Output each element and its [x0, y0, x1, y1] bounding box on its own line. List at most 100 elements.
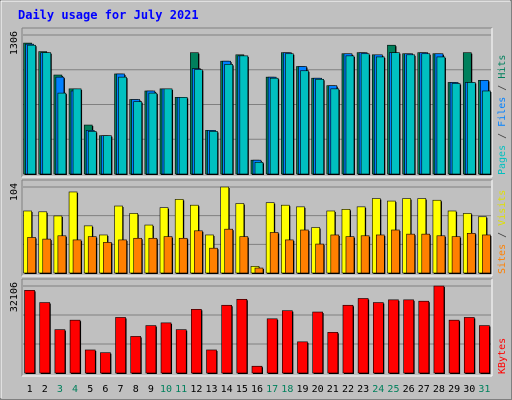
legend-entry: Hits — [497, 55, 508, 79]
bar-sites-day-9 — [148, 237, 158, 274]
bar-pages-day-8 — [133, 101, 143, 175]
x-tick-label-day-24: 24 — [372, 384, 384, 395]
bar-sites-day-17 — [269, 232, 279, 274]
x-tick-label-day-19: 19 — [296, 384, 308, 395]
legend-entry: / — [497, 127, 508, 145]
bar-kbytes-day-20 — [312, 311, 323, 374]
bar-kbytes-day-28 — [433, 285, 445, 374]
bar-pages-day-18 — [285, 53, 294, 175]
bar-sites-day-21 — [330, 234, 340, 274]
bar-kbytes-day-12 — [191, 309, 202, 374]
bar-sites-day-18 — [285, 239, 294, 274]
x-tick-label-day-27: 27 — [418, 384, 430, 395]
bar-kbytes-day-7 — [115, 317, 126, 374]
x-tick-label-day-25: 25 — [387, 384, 399, 395]
x-tick-label-day-30: 30 — [463, 384, 475, 395]
bar-pages-day-11 — [178, 97, 188, 175]
bar-sites-day-3 — [57, 235, 67, 274]
bar-sites-day-31 — [482, 234, 491, 274]
bar-kbytes-day-5 — [84, 349, 96, 374]
x-axis-labels: 1 2 3 4 5 6 7 8 9 10 11 12 13 14 15 16 17 18 19 20 21 22 23 24 2… — [27, 384, 491, 395]
bar-pages-day-17 — [269, 77, 279, 175]
bar-kbytes-day-27 — [418, 300, 430, 374]
bar-kbytes-day-31 — [479, 325, 490, 374]
legend-entry: Visits — [497, 190, 508, 226]
bar-kbytes-day-15 — [236, 298, 248, 374]
bar-kbytes-day-22 — [342, 304, 354, 374]
bar-kbytes-day-18 — [282, 310, 293, 374]
bar-pages-day-3 — [57, 92, 67, 175]
bar-kbytes-day-14 — [221, 304, 232, 374]
bar-kbytes-day-16 — [251, 365, 263, 374]
x-tick-label-day-17: 17 — [266, 384, 278, 395]
x-tick-label-day-15: 15 — [236, 384, 248, 395]
bar-kbytes-day-26 — [403, 299, 414, 374]
legend-entry: / — [497, 226, 508, 244]
bar-pages-day-24 — [375, 56, 385, 175]
bar-sites-day-12 — [194, 230, 203, 274]
bar-sites-day-24 — [375, 234, 385, 274]
x-tick-label-day-29: 29 — [448, 384, 460, 395]
bar-sites-day-19 — [300, 229, 309, 274]
bar-pages-day-21 — [330, 88, 340, 175]
x-tick-label-day-16: 16 — [251, 384, 263, 395]
bar-kbytes-day-2 — [39, 302, 51, 374]
legend-entry: Pages — [497, 145, 508, 175]
bar-sites-day-13 — [209, 247, 218, 274]
bar-pages-day-26 — [406, 54, 415, 175]
bar-pages-day-6 — [103, 135, 112, 175]
legend-visits: Sites / Visits — [497, 190, 508, 274]
bar-kbytes-day-21 — [327, 332, 339, 374]
x-tick-label-day-22: 22 — [342, 384, 354, 395]
bar-pages-day-5 — [87, 131, 97, 175]
bar-sites-day-8 — [133, 237, 143, 274]
x-tick-label-day-14: 14 — [221, 384, 233, 395]
x-tick-label-day-13: 13 — [205, 384, 217, 395]
x-tick-label-day-1: 1 — [27, 384, 33, 395]
bar-pages-day-2 — [42, 52, 52, 175]
legend-entry: Files — [497, 97, 508, 127]
bar-kbytes-day-3 — [54, 329, 66, 374]
bar-sites-day-20 — [315, 243, 324, 274]
bar-pages-day-16 — [254, 161, 264, 175]
bar-sites-day-2 — [42, 238, 52, 274]
bar-pages-day-1 — [27, 44, 36, 175]
bar-sites-day-28 — [436, 235, 446, 274]
bar-sites-day-25 — [391, 229, 400, 274]
bar-pages-day-29 — [451, 83, 461, 175]
y-axis-max-label: 32106 — [9, 282, 20, 312]
legend-kbytes: KBytes — [497, 338, 508, 374]
bar-sites-day-6 — [103, 242, 112, 274]
bar-pages-day-10 — [163, 88, 173, 175]
legend-entry: Sites — [497, 244, 508, 274]
bar-sites-day-23 — [360, 235, 370, 274]
bar-kbytes-day-1 — [24, 290, 35, 374]
x-tick-label-day-7: 7 — [118, 384, 124, 395]
bar-pages-day-25 — [391, 52, 400, 175]
x-tick-label-day-28: 28 — [433, 384, 445, 395]
bar-kbytes-day-23 — [357, 298, 369, 374]
bar-pages-day-9 — [148, 92, 158, 175]
bar-pages-day-19 — [300, 70, 309, 175]
bar-pages-day-15 — [239, 55, 249, 175]
bar-sites-day-29 — [451, 236, 461, 274]
bar-pages-day-28 — [436, 56, 446, 175]
bar-kbytes-day-11 — [175, 329, 187, 374]
bar-kbytes-day-10 — [160, 322, 172, 374]
y-axis-max-label: 104 — [9, 183, 20, 201]
bar-kbytes-day-24 — [372, 302, 384, 374]
bar-sites-day-5 — [87, 236, 97, 274]
legend-traffic: Pages / Files / Hits — [497, 55, 508, 175]
x-tick-label-day-12: 12 — [190, 384, 202, 395]
bar-sites-day-7 — [118, 239, 127, 274]
x-tick-label-day-18: 18 — [281, 384, 293, 395]
bar-sites-day-10 — [163, 236, 173, 274]
x-tick-label-day-10: 10 — [160, 384, 172, 395]
bar-sites-day-27 — [421, 233, 431, 274]
bar-sites-day-14 — [224, 228, 233, 274]
x-tick-label-day-31: 31 — [478, 384, 490, 395]
bar-pages-day-7 — [118, 76, 127, 175]
bar-kbytes-day-19 — [297, 341, 308, 374]
bar-pages-day-22 — [345, 55, 355, 175]
